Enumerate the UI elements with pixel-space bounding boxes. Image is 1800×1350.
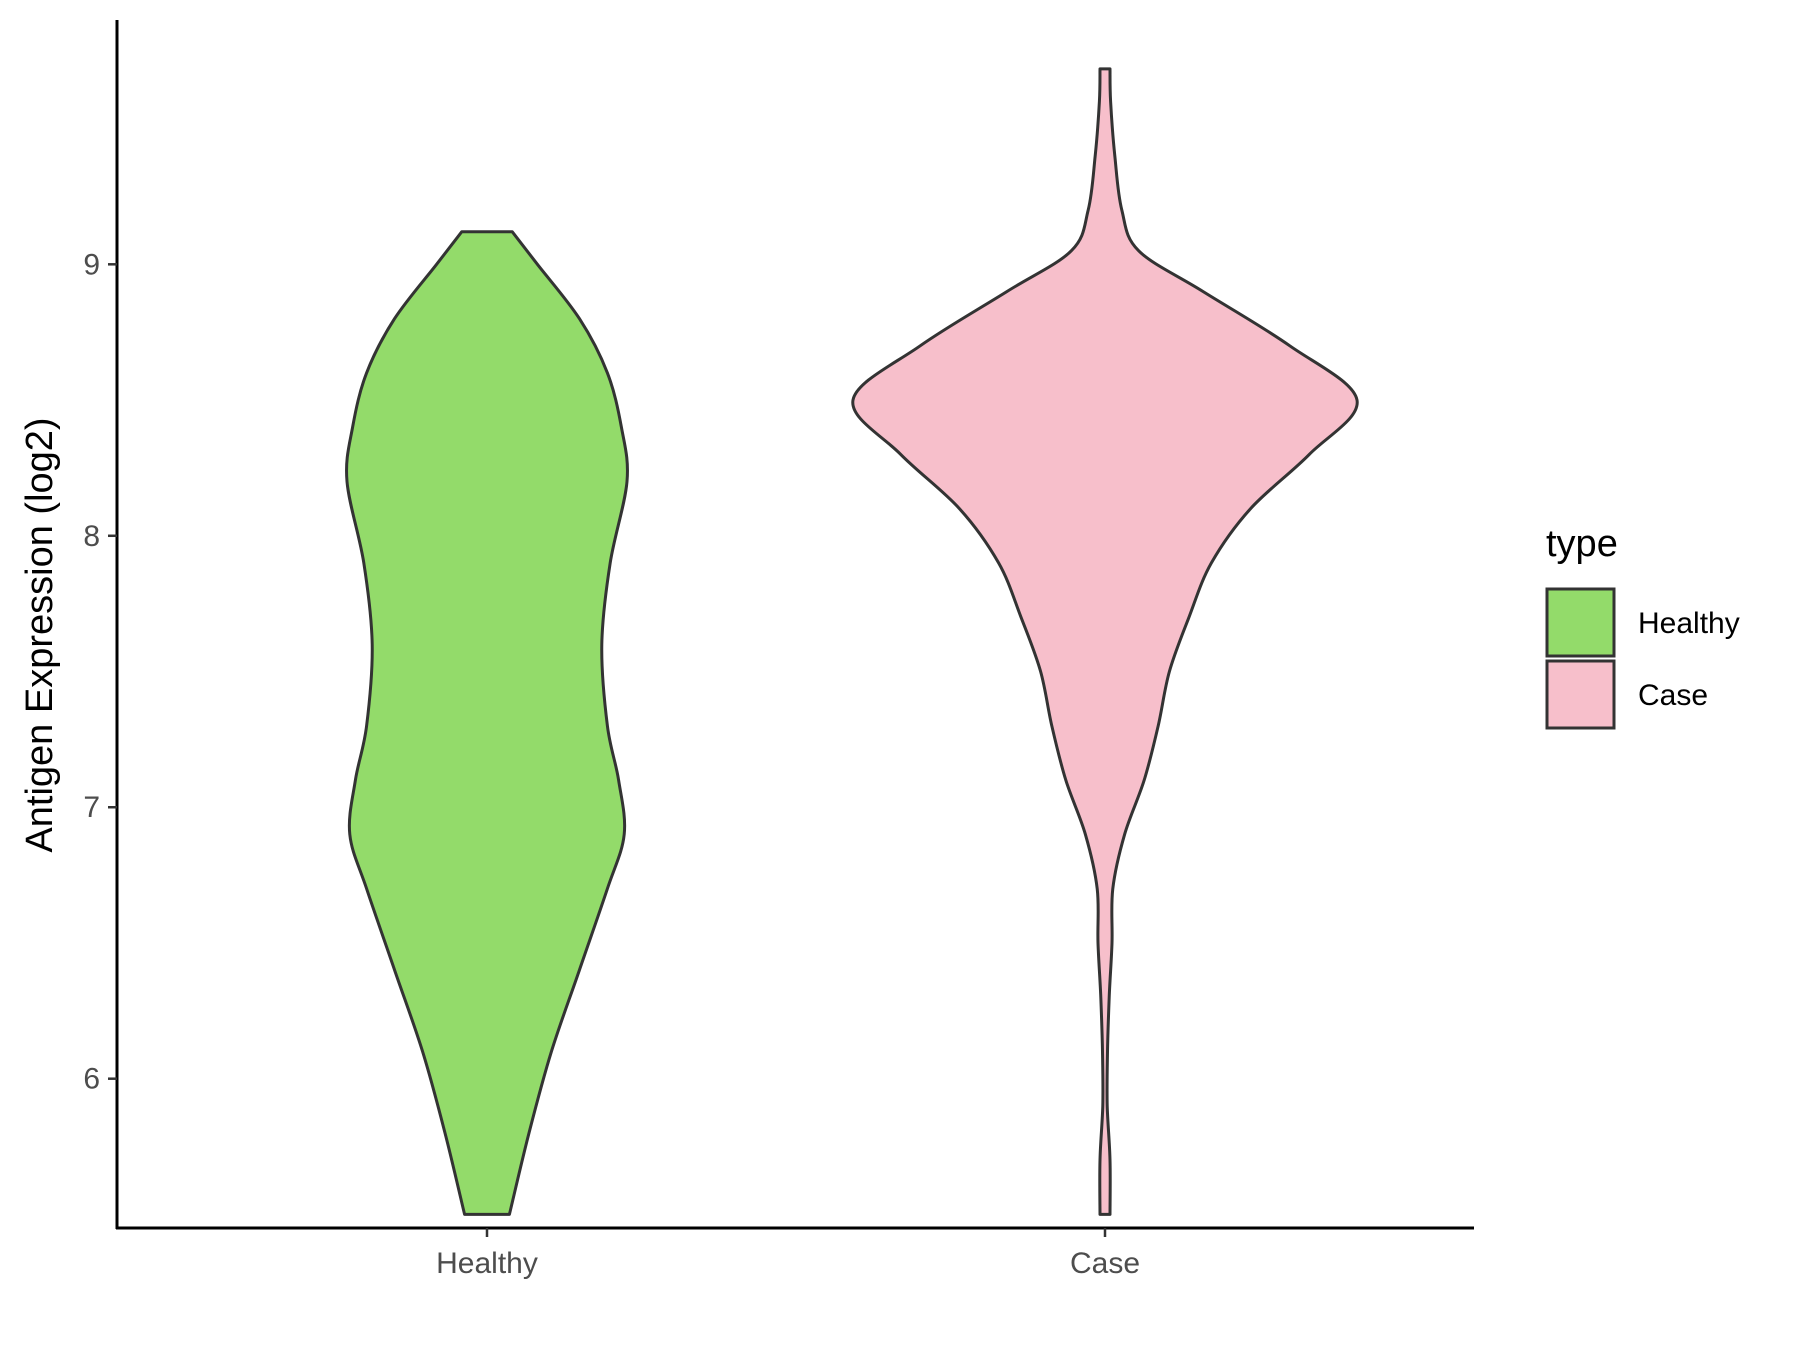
legend: type Healthy Case: [1545, 523, 1740, 730]
y-tick-label: 9: [83, 248, 100, 281]
legend-label-healthy: Healthy: [1638, 607, 1740, 640]
violin-healthy: [345, 230, 629, 1216]
axes-layer: 6 7 8 9 Healthy Case: [83, 20, 1474, 1280]
violins-layer: [345, 67, 1359, 1216]
y-tick-label: 7: [83, 791, 100, 824]
x-tick-label: Healthy: [436, 1247, 538, 1280]
x-tick-label: Case: [1070, 1247, 1140, 1280]
violin-case: [851, 67, 1359, 1216]
legend-key-case: [1545, 659, 1616, 730]
legend-title: type: [1546, 523, 1618, 565]
legend-key-healthy: [1545, 587, 1616, 658]
y-axis-title: Antigen Expression (log2): [19, 417, 61, 852]
y-tick-label: 8: [83, 520, 100, 553]
legend-label-case: Case: [1638, 679, 1708, 712]
y-tick-label: 6: [83, 1063, 100, 1096]
legend-items: Healthy Case: [1545, 587, 1740, 730]
